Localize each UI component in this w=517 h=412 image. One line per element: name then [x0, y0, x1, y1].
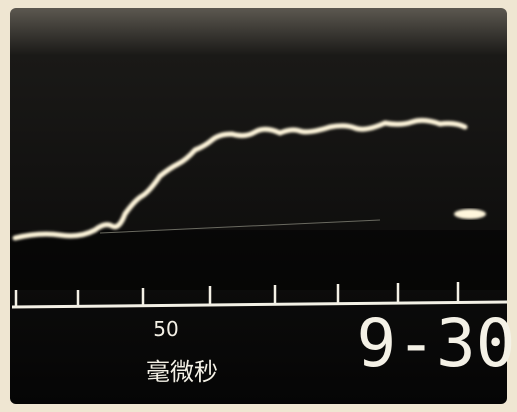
oscillogram: 50 毫微秒 9-30 [0, 0, 517, 412]
screen-shade [10, 230, 507, 290]
unit-label: 毫微秒 [146, 358, 218, 386]
page: {"scale_label": "50", "unit_label": "毫微秒… [0, 0, 517, 412]
frame-label: 9-30 [357, 305, 516, 382]
scale-label: 50 [153, 317, 178, 341]
spot [454, 209, 486, 219]
